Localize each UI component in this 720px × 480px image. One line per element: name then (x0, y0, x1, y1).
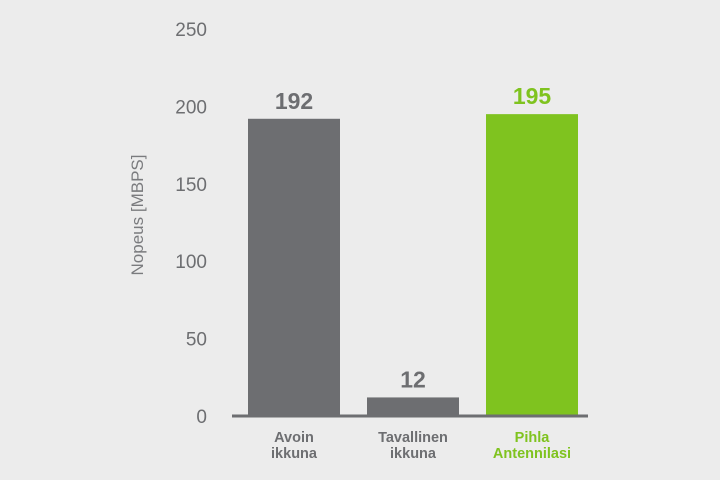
category-label: Tavallinen ikkuna (378, 430, 448, 462)
y-tick-label: 100 (175, 252, 207, 273)
data-label: 12 (400, 366, 426, 392)
bar (486, 114, 578, 416)
y-tick-label: 250 (175, 20, 207, 41)
y-tick-label: 150 (175, 175, 207, 196)
category-labels: Avoin ikkuna Tavallinen ikkuna Pihla Antennil… (271, 430, 571, 462)
bar (367, 397, 459, 416)
data-labels: 192 12 195 (275, 83, 552, 392)
bars (248, 114, 578, 416)
y-tick-label: 50 (186, 330, 207, 351)
data-label: 195 (513, 83, 552, 109)
data-label: 192 (275, 88, 313, 114)
y-axis-ticks: 0 50 100 150 200 250 (175, 20, 207, 428)
category-label: Pihla Antennilasi (493, 430, 571, 462)
y-tick-label: 0 (196, 407, 207, 428)
y-axis-label: Nopeus [MBPS] (128, 155, 147, 276)
y-tick-label: 200 (175, 97, 207, 118)
category-label: Avoin ikkuna (271, 430, 318, 462)
bar (248, 118, 340, 416)
